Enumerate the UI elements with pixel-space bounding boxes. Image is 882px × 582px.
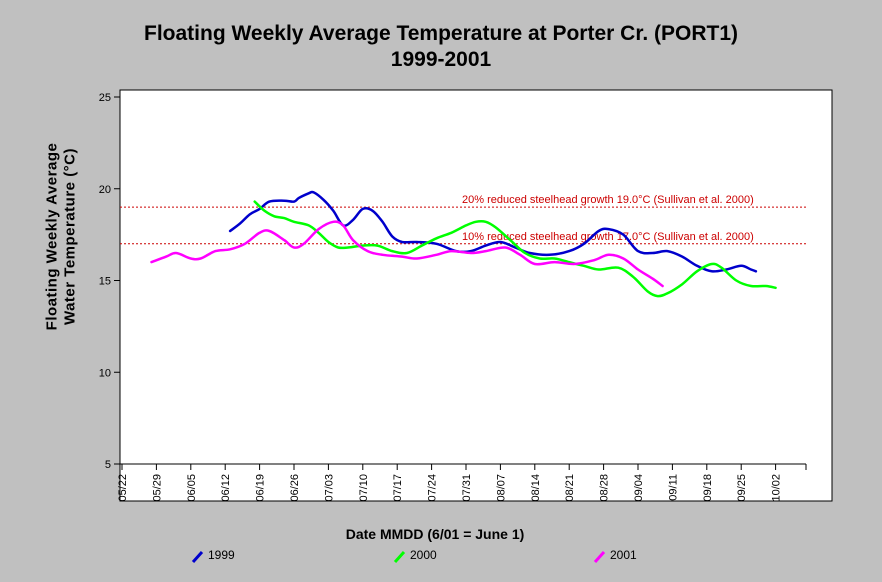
series-line-2000 [253, 200, 777, 298]
series-line-2001 [150, 220, 664, 288]
plot-area [119, 89, 833, 502]
x-tick-label: 07/03 [323, 474, 335, 502]
x-tick-label: 07/17 [392, 474, 404, 502]
x-tick-label: 06/26 [289, 474, 301, 502]
x-tick-label: 09/18 [702, 474, 714, 502]
x-tick-label: 06/12 [220, 474, 232, 502]
legend-swatch-line [393, 550, 406, 564]
y-tick-label: 15 [99, 276, 111, 288]
x-tick-label: 07/31 [461, 474, 473, 502]
chart-title: Floating Weekly Average Temperature at P… [144, 22, 738, 45]
reference-line-label: 10% reduced steelhead growth 17.0°C (Sul… [462, 231, 754, 243]
x-tick-label: 06/05 [186, 474, 198, 502]
x-tick-label: 09/11 [667, 474, 679, 501]
y-tick-label: 25 [99, 92, 111, 104]
x-tick-label: 05/22 [117, 474, 129, 502]
legend-swatch [393, 550, 406, 564]
x-tick-label: 06/19 [255, 474, 267, 502]
y-tick-label: 20 [99, 184, 111, 196]
x-tick-label: 05/29 [151, 474, 163, 502]
x-tick-label: 08/07 [495, 474, 507, 502]
legend-swatch [191, 550, 204, 564]
y-tick-label: 10 [99, 367, 111, 379]
legend-swatch-line [593, 550, 606, 564]
x-tick-label: 09/04 [633, 474, 645, 502]
x-tick-label: 10/02 [771, 474, 783, 502]
axes: 5 10 15 20 25 05/22 05/29 06/05 06/12 06/19 06/26 0… [99, 92, 807, 502]
legend-label: 2000 [410, 548, 437, 562]
legend-swatch-line [191, 550, 204, 564]
x-tick-label: 09/25 [736, 474, 748, 502]
x-tick-label: 08/28 [599, 474, 611, 502]
legend-label: 2001 [610, 548, 637, 562]
y-tick-label: 5 [105, 459, 111, 471]
x-tick-label: 08/14 [530, 474, 542, 502]
reference-lines: 20% reduced steelhead growth 19.0°C (Sul… [120, 194, 806, 245]
x-axis-label: Date MMDD (6/01 = June 1) [345, 526, 525, 542]
series-lines [150, 190, 777, 298]
x-tick-label: 08/21 [564, 474, 576, 502]
reference-line-label: 20% reduced steelhead growth 19.0°C (Sul… [462, 194, 754, 206]
x-tick-label: 07/24 [427, 474, 439, 502]
legend-label: 1999 [208, 548, 235, 562]
x-tick-label: 07/10 [358, 474, 370, 502]
chart-subtitle: 1999-2001 [390, 48, 492, 71]
legend-swatch [593, 550, 606, 564]
